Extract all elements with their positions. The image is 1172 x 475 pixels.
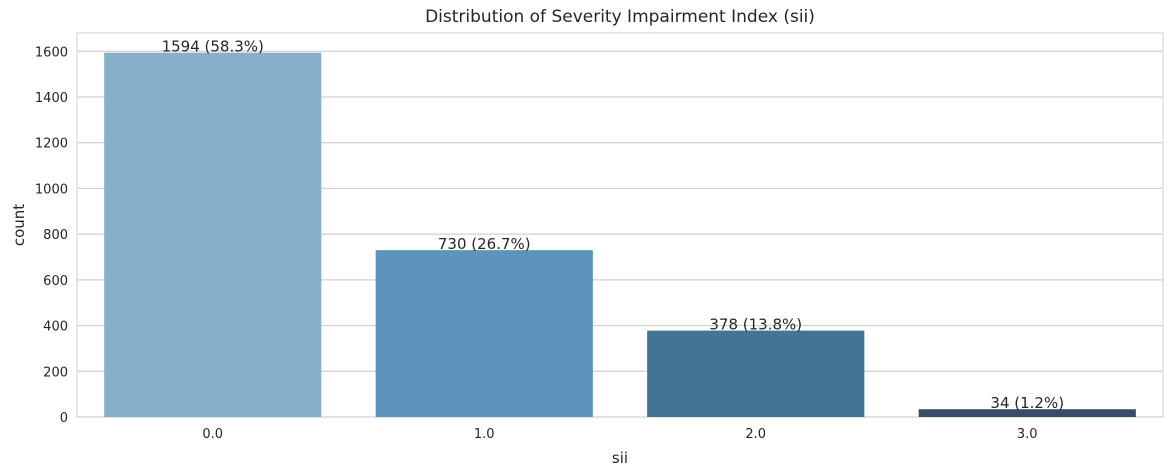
data-label: 730 (26.7%) (438, 235, 531, 253)
bar (647, 330, 865, 417)
chart-title: Distribution of Severity Impairment Inde… (425, 7, 815, 27)
y-axis-ticks: 0 200 400 600 800 1000 1200 1400 1600 (35, 45, 68, 426)
y-tick-label: 400 (43, 320, 68, 335)
data-labels: 1594 (58.3%) 730 (26.7%) 378 (13.8%) 34 (1.… (162, 38, 1064, 413)
x-tick-label: 2.0 (745, 427, 766, 442)
y-tick-label: 800 (43, 228, 68, 243)
y-tick-label: 200 (43, 365, 68, 380)
x-axis-ticks: 0.0 1.0 2.0 3.0 (202, 427, 1037, 442)
y-tick-label: 600 (43, 274, 68, 289)
bars (104, 52, 1136, 418)
data-label: 378 (13.8%) (709, 316, 802, 334)
bar (918, 409, 1136, 417)
y-tick-label: 1400 (35, 91, 68, 106)
y-tick-label: 1600 (35, 45, 68, 60)
y-tick-label: 1200 (35, 137, 68, 152)
bar (375, 250, 593, 417)
y-tick-label: 1000 (35, 182, 68, 197)
x-tick-label: 3.0 (1017, 427, 1038, 442)
bar (104, 52, 322, 418)
y-tick-label: 0 (60, 411, 68, 426)
x-tick-label: 1.0 (474, 427, 495, 442)
x-axis-label: sii (612, 449, 628, 467)
y-axis-label: count (10, 204, 28, 246)
data-label: 1594 (58.3%) (162, 38, 264, 56)
x-tick-label: 0.0 (202, 427, 223, 442)
data-label: 34 (1.2%) (990, 394, 1064, 412)
plot-area: 1594 (58.3%) 730 (26.7%) 378 (13.8%) 34 (1.… (76, 32, 1164, 418)
